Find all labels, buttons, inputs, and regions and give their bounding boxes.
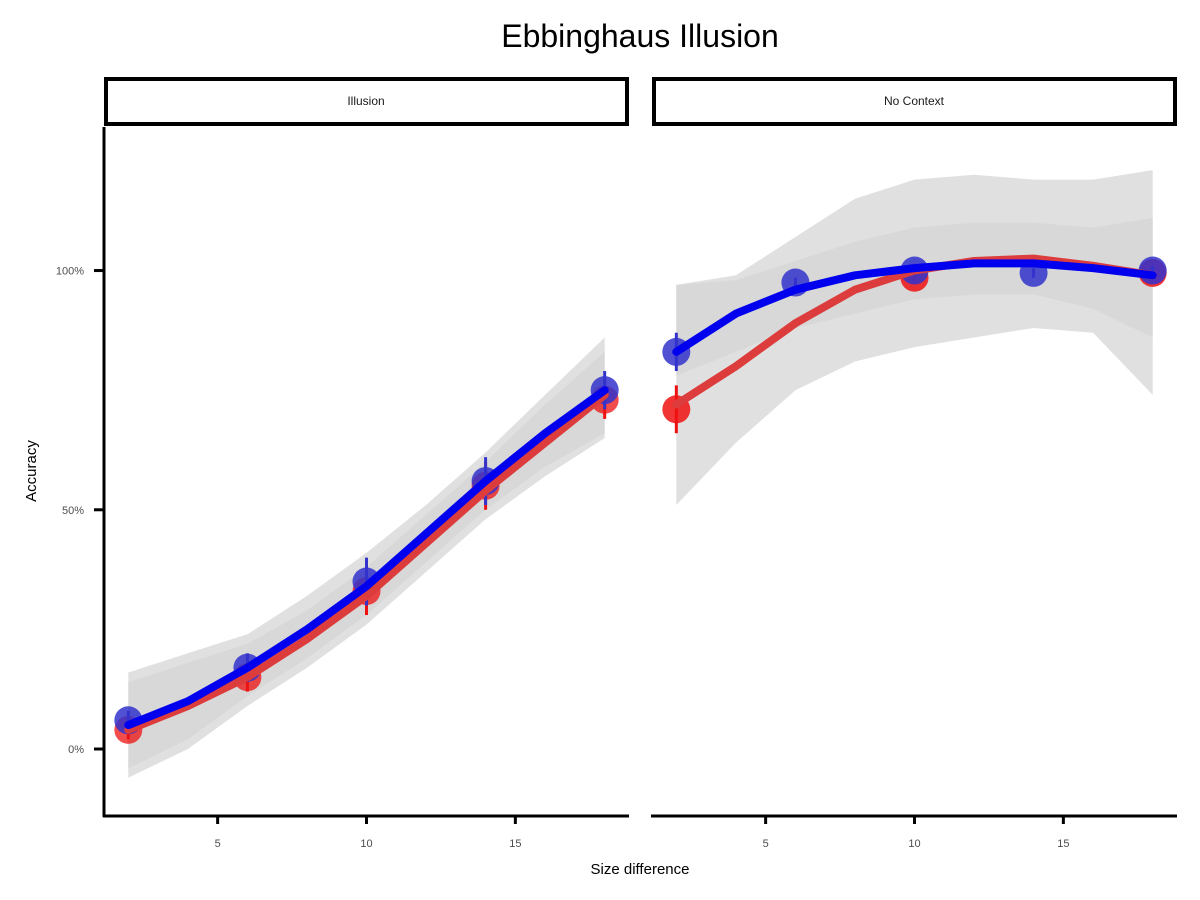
x-tick-label: 15 xyxy=(509,838,521,850)
plot-area-no-context xyxy=(662,170,1167,505)
x-tick-label: 5 xyxy=(763,838,769,850)
x-axes: 5 10 15 5 10 15 xyxy=(103,814,1177,850)
x-tick-label: 15 xyxy=(1057,838,1069,850)
facet-panel-illusion: Illusion xyxy=(104,77,629,778)
y-tick-label: 0% xyxy=(68,744,84,756)
red-fit-line xyxy=(124,390,609,734)
x-tick-label: 5 xyxy=(215,838,221,850)
x-tick-label: 10 xyxy=(908,838,920,850)
facet-panel-no-context: No Context xyxy=(652,77,1177,505)
y-axis-label: Accuracy xyxy=(23,440,40,502)
x-axis-label: Size difference xyxy=(591,861,690,878)
y-axis: 0% 50% 100% xyxy=(56,127,106,817)
y-tick-label: 100% xyxy=(56,266,84,278)
chart-title: Ebbinghaus Illusion xyxy=(501,18,779,54)
blue-fit-line xyxy=(124,386,609,730)
y-tick-label: 50% xyxy=(62,505,84,517)
x-tick-label: 10 xyxy=(360,838,372,850)
facet-strip-no-context xyxy=(652,77,1177,126)
facet-strip-illusion xyxy=(104,77,629,126)
plot-area-illusion xyxy=(114,337,619,778)
facet-label-illusion: Illusion xyxy=(347,94,384,108)
facet-label-no-context: No Context xyxy=(884,94,945,108)
blue-fit-line xyxy=(672,259,1157,356)
